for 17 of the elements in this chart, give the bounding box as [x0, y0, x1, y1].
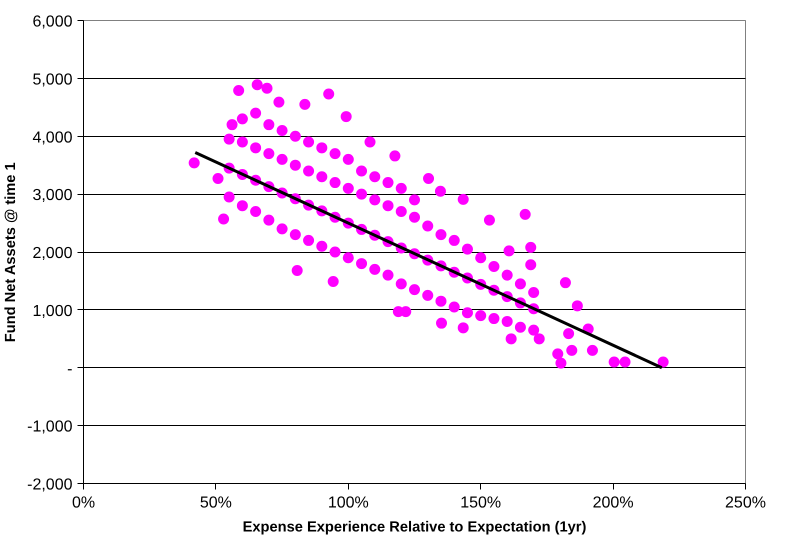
x-tick-label: 150% — [460, 494, 502, 512]
x-tick-label: 100% — [328, 494, 369, 512]
x-tick-label: 50% — [200, 494, 232, 512]
y-tick-label: - — [67, 360, 72, 378]
y-tick-label: -2,000 — [27, 476, 73, 494]
y-tick-label: 1,000 — [32, 302, 73, 320]
y-tick-label: 2,000 — [32, 245, 73, 262]
x-tick-label: 200% — [592, 494, 634, 512]
y-tick-label: 6,000 — [32, 14, 73, 30]
y-tick-label: 4,000 — [32, 129, 73, 146]
y-tick-label: -1,000 — [27, 418, 73, 436]
x-tick-label: 0% — [72, 494, 96, 512]
x-tick-label: 250% — [725, 494, 766, 512]
y-tick-label: 3,000 — [32, 187, 73, 204]
y-axis-title: Fund Net Assets @ time 1 — [3, 162, 20, 342]
x-axis-title: Expense Experience Relative to Expectation (1yr) — [242, 520, 586, 536]
y-tick-label: 5,000 — [32, 71, 73, 88]
